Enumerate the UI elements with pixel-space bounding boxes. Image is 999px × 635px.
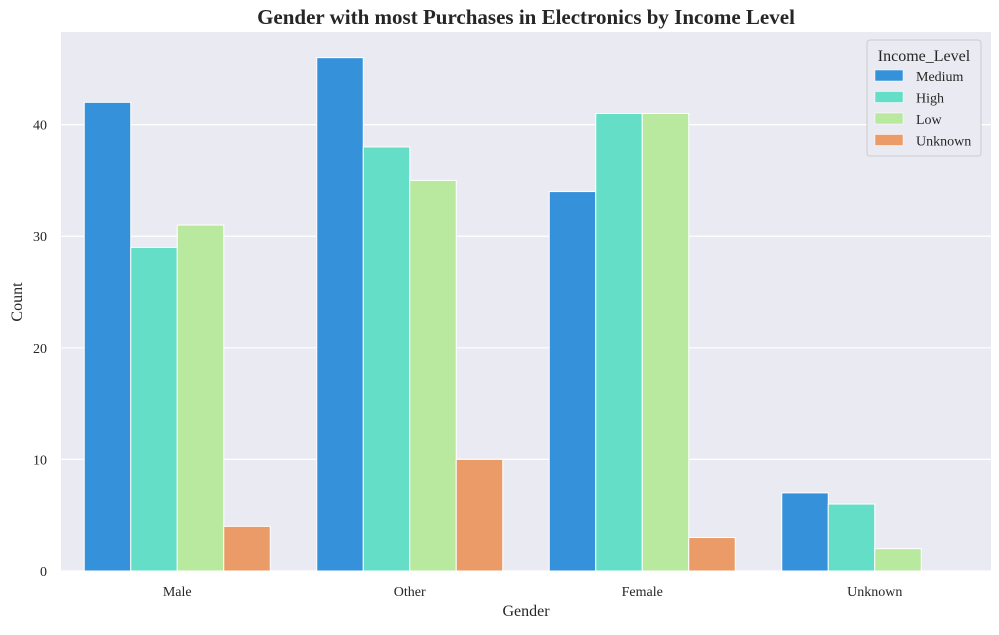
legend-swatch-high — [874, 91, 904, 103]
legend-label-medium: Medium — [916, 70, 964, 85]
x-tick-label: Unknown — [847, 585, 902, 600]
bar-other-high — [362, 146, 411, 572]
legend-title: Income_Level — [878, 48, 971, 65]
bar-female-unknown — [688, 537, 736, 572]
bars — [83, 57, 922, 572]
bar-female-medium — [548, 191, 597, 572]
bar-unknown-high — [827, 503, 876, 572]
legend-swatch-low — [874, 112, 904, 125]
y-tick-label: 30 — [33, 230, 47, 245]
bar-female-high — [595, 112, 643, 572]
bar-other-low — [409, 179, 457, 572]
y-tick-label: 40 — [33, 119, 47, 134]
bar-male-unknown — [223, 525, 271, 572]
legend-swatch-unknown — [874, 134, 904, 146]
bar-female-low — [641, 112, 690, 572]
x-tick-label: Other — [394, 585, 426, 600]
y-axis-ticks: 0 10 20 30 40 — [33, 119, 47, 580]
chart-title: Gender with most Purchases in Electronic… — [257, 5, 795, 29]
y-tick-label: 10 — [33, 453, 47, 468]
legend-swatch-medium — [874, 69, 904, 82]
bar-unknown-medium — [781, 492, 829, 572]
x-tick-label: Female — [622, 585, 663, 600]
bar-other-unknown — [455, 458, 504, 572]
y-axis-label: Count — [9, 282, 26, 322]
bar-male-low — [176, 224, 225, 572]
legend-label-unknown: Unknown — [916, 135, 971, 150]
legend-label-high: High — [916, 92, 944, 107]
y-tick-label: 0 — [40, 565, 47, 580]
bar-male-medium — [83, 101, 132, 572]
legend-items: Medium High Low Unknown — [874, 69, 971, 150]
x-axis-label: Gender — [502, 603, 550, 620]
bar-male-high — [130, 246, 178, 572]
x-axis-ticks: Male Other Female Unknown — [163, 585, 903, 600]
bar-unknown-low — [874, 548, 922, 572]
bar-other-medium — [316, 57, 364, 572]
legend-box — [866, 39, 982, 157]
y-tick-label: 20 — [33, 342, 47, 357]
legend-label-low: Low — [916, 113, 943, 128]
legend: Income_Level Medium High Low Unknown — [866, 39, 982, 157]
x-tick-label: Male — [163, 585, 192, 600]
